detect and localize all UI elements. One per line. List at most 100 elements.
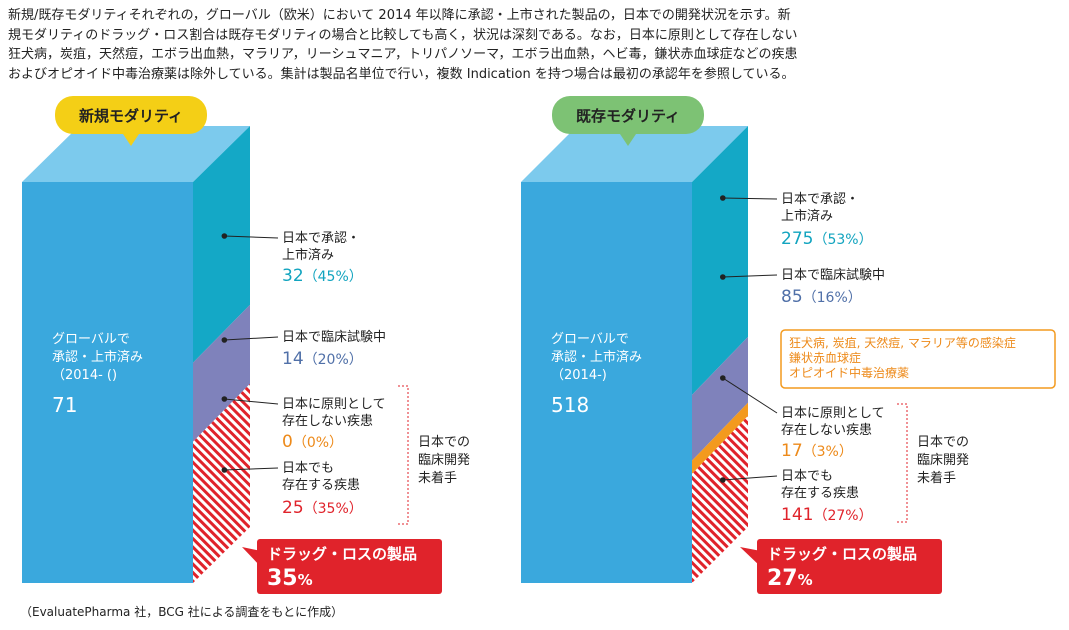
leader-line — [722, 475, 778, 481]
modality-badge-label: 既存モダリティ — [576, 107, 680, 125]
segment-percent: （20%） — [304, 352, 363, 368]
badge-pointer — [123, 134, 139, 146]
segment-label: 日本に原則として — [781, 406, 885, 421]
not-started-bracket — [398, 385, 409, 525]
global-label: （2014- () — [52, 368, 117, 383]
drug-loss-unit: % — [798, 571, 813, 589]
top-face — [22, 126, 250, 182]
drug-loss-number: 27 — [767, 566, 798, 591]
not-started-label: 未着手 — [418, 470, 457, 486]
note-text: オピオイド中毒治療薬 — [789, 365, 909, 380]
note-box — [780, 329, 1056, 389]
segment-percent: （45%） — [304, 269, 363, 285]
drug-loss-pointer — [242, 547, 261, 567]
not-started-label: 未着手 — [917, 470, 956, 486]
leader-line — [722, 377, 778, 414]
leader-line — [224, 398, 279, 405]
segment-label: 日本で臨床試験中 — [781, 267, 885, 283]
note-text: 鎌状赤血球症 — [789, 350, 861, 365]
segment-count: 17 — [781, 441, 803, 461]
front-face — [22, 182, 193, 583]
side-approved — [692, 126, 748, 395]
segment-value: 275（53%） — [781, 229, 873, 249]
segment-percent: （53%） — [813, 232, 872, 248]
segment-label: 存在する疾患 — [781, 486, 859, 501]
side-exists — [193, 383, 250, 583]
segment-value: 14（20%） — [282, 349, 363, 369]
segment-count: 141 — [781, 505, 813, 525]
segment-label: 存在しない疾患 — [781, 423, 872, 438]
segment-label: 上市済み — [781, 208, 833, 224]
caption-line: およびオピオイド中毒治療薬は除外している。集計は製品名単位で行い，複数 Indi… — [8, 66, 795, 82]
segment-percent: （16%） — [803, 290, 862, 306]
segment-label: 存在する疾患 — [282, 478, 360, 493]
caption-line: 規モダリティのドラッグ・ロス割合は既存モダリティの場合と比較しても高く，状況は深… — [8, 27, 798, 43]
global-label: グローバルで — [52, 332, 130, 347]
leader-line — [722, 274, 778, 278]
segment-value: 0（0%） — [282, 432, 343, 452]
segment-percent: （35%） — [304, 501, 363, 517]
segment-value: 25（35%） — [282, 498, 363, 518]
drug-loss-unit: % — [298, 571, 313, 589]
drug-loss-box — [257, 539, 442, 594]
drug-loss-label: ドラッグ・ロスの製品 — [767, 545, 917, 563]
segment-label: 日本で臨床試験中 — [282, 329, 386, 345]
segment-count: 25 — [282, 498, 304, 518]
segment-label: 存在しない疾患 — [282, 414, 373, 429]
side-none — [692, 402, 748, 474]
badge-pointer — [620, 134, 636, 146]
caption-line: 狂犬病，炭疽，天然痘，エボラ出血熱，マラリア，リーシュマニア，トリパノソーマ，エ… — [8, 47, 798, 62]
not-started-label: 臨床開発 — [917, 453, 969, 468]
segment-percent: （27%） — [813, 508, 872, 524]
segment-label: 日本でも — [781, 469, 833, 484]
segment-value: 32（45%） — [282, 266, 363, 286]
source-note: （EvaluatePharma 社，BCG 社による調査をもとに作成） — [20, 605, 344, 619]
drug-loss-pointer — [740, 547, 761, 567]
segment-count: 14 — [282, 349, 304, 369]
global-label: グローバルで — [551, 332, 629, 347]
leader-line — [722, 197, 778, 200]
global-label: （2014-) — [551, 368, 607, 383]
side-approved — [193, 126, 250, 363]
drug-loss-value: 27% — [767, 566, 813, 591]
not-started-label: 臨床開発 — [418, 453, 470, 468]
not-started-label: 日本での — [418, 435, 470, 450]
segment-count: 85 — [781, 287, 803, 307]
segment-label: 日本に原則として — [282, 397, 386, 412]
modality-badge-label: 新規モダリティ — [79, 107, 183, 125]
modality-badge — [55, 96, 207, 134]
not-started-label: 日本での — [917, 435, 969, 450]
drug-loss-label: ドラッグ・ロスの製品 — [267, 545, 417, 563]
note-text: 狂犬病, 炭疽, 天然痘, マラリア等の感染症 — [789, 335, 1016, 350]
drug-loss-box — [757, 539, 942, 594]
front-face — [521, 182, 692, 583]
side-exists — [692, 415, 748, 583]
leader-line — [224, 336, 279, 341]
segment-value: 17（3%） — [781, 441, 853, 461]
top-face — [521, 126, 748, 182]
leader-line — [224, 467, 279, 471]
segment-percent: （0%） — [293, 435, 343, 451]
caption-line: 新規/既存モダリティそれぞれの，グローバル（欧米）において 2014 年以降に承… — [8, 8, 791, 23]
segment-label: 日本で承認・ — [282, 230, 360, 246]
segment-count: 275 — [781, 229, 813, 249]
global-value: 71 — [52, 393, 77, 417]
segment-value: 85（16%） — [781, 287, 862, 307]
segment-label: 日本でも — [282, 461, 334, 476]
segment-label: 上市済み — [282, 247, 334, 263]
segment-label: 日本で承認・ — [781, 191, 859, 207]
global-value: 518 — [551, 393, 589, 417]
drug-loss-value: 35% — [267, 566, 313, 591]
side-trial — [692, 336, 748, 461]
caption: 新規/既存モダリティそれぞれの，グローバル（欧米）において 2014 年以降に承… — [8, 6, 1058, 84]
global-label: 承認・上市済み — [52, 349, 143, 365]
segment-count: 0 — [282, 432, 293, 452]
global-label: 承認・上市済み — [551, 349, 642, 365]
modality-badge — [552, 96, 704, 134]
segment-percent: （3%） — [803, 444, 853, 460]
drug-loss-number: 35 — [267, 566, 298, 591]
segment-count: 32 — [282, 266, 304, 286]
